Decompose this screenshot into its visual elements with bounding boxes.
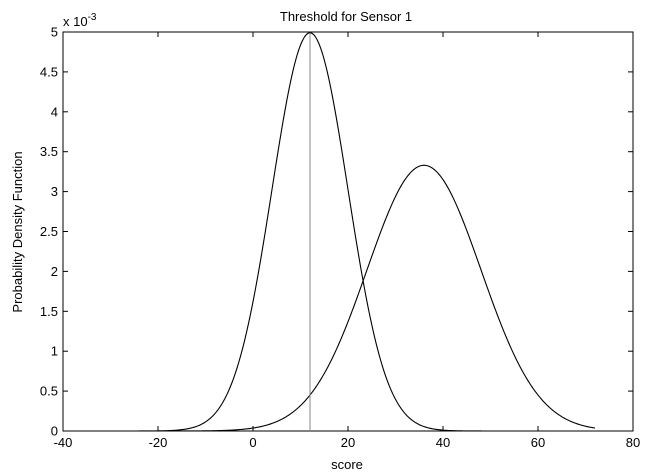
x-tick-label: 0 bbox=[249, 435, 256, 450]
y-tick-label: 4.5 bbox=[40, 64, 58, 79]
series-group bbox=[139, 32, 596, 432]
x-axis-label: score bbox=[331, 457, 363, 472]
y-tick-label: 1.5 bbox=[40, 304, 58, 319]
x-tick-label: 60 bbox=[531, 435, 545, 450]
y-tick-label: 2.5 bbox=[40, 224, 58, 239]
x-tick-label: -20 bbox=[149, 435, 168, 450]
y-scale-exponent: -3 bbox=[88, 12, 97, 23]
y-tick-label: 0.5 bbox=[40, 384, 58, 399]
plot-area: -40 -20 0 20 40 60 80 0 0.5 1 1.5 2 2.5 3 3.5 4 4.5 5 bbox=[40, 25, 640, 451]
y-tick-label: 3.5 bbox=[40, 144, 58, 159]
x-tick-label: 40 bbox=[436, 435, 450, 450]
y-tick-label: 4 bbox=[51, 104, 58, 119]
y-tick-label: 3 bbox=[51, 184, 58, 199]
ticks: -40 -20 0 20 40 60 80 0 0.5 1 1.5 2 2.5 3 3.5 4 4.5 5 bbox=[40, 25, 640, 451]
y-tick-label: 5 bbox=[51, 25, 58, 40]
y-tick-label: 2 bbox=[51, 264, 58, 279]
chart-title: Threshold for Sensor 1 bbox=[280, 9, 412, 24]
x-tick-label: 20 bbox=[341, 435, 355, 450]
plot-frame bbox=[62, 31, 634, 432]
y-scale-label: x 10-3 bbox=[63, 12, 97, 29]
x-tick-label: -40 bbox=[54, 435, 73, 450]
y-tick-label: 0 bbox=[51, 424, 58, 439]
y-axis-label: Probability Density Function bbox=[10, 151, 25, 312]
series-line-2 bbox=[139, 164, 596, 432]
y-tick-label: 1 bbox=[51, 344, 58, 359]
series-line-1 bbox=[139, 32, 595, 432]
x-tick-label: 80 bbox=[626, 435, 640, 450]
